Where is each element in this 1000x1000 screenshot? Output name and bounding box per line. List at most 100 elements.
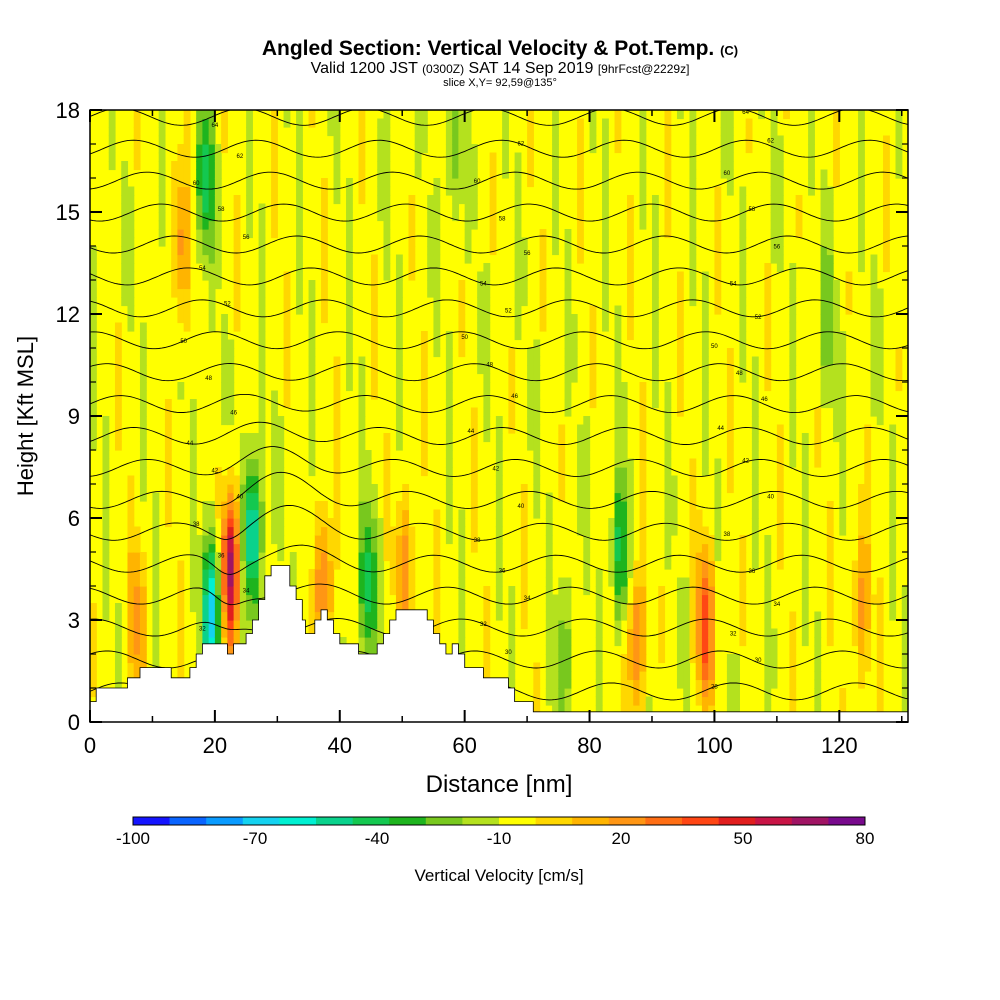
velocity-cell — [789, 416, 797, 426]
velocity-cell — [627, 688, 634, 698]
velocity-cell — [139, 424, 147, 434]
theta-contour-label: 50 — [711, 344, 718, 350]
velocity-cell — [183, 203, 191, 213]
velocity-cell — [639, 654, 647, 664]
velocity-cell — [395, 382, 403, 392]
velocity-cell — [377, 577, 385, 587]
velocity-cell — [533, 705, 541, 715]
velocity-cell — [858, 161, 865, 171]
velocity-cell — [489, 178, 497, 188]
velocity-cell — [321, 560, 328, 570]
velocity-cell — [127, 297, 135, 307]
velocity-cell — [552, 195, 559, 205]
chart-subtitle-valid: Valid 1200 JST (0300Z) SAT 14 Sep 2019 [… — [310, 60, 690, 77]
velocity-cell — [751, 424, 759, 434]
velocity-cell — [139, 492, 147, 502]
velocity-cell — [152, 620, 160, 630]
x-tick-label: 100 — [696, 733, 733, 758]
velocity-cell — [177, 152, 185, 162]
velocity-cell — [639, 611, 647, 621]
velocity-cell — [364, 501, 372, 511]
velocity-cell — [614, 535, 622, 545]
velocity-cell — [826, 212, 834, 222]
velocity-cell — [701, 424, 709, 434]
velocity-cell — [545, 628, 553, 638]
velocity-cell — [395, 518, 403, 528]
velocity-cell — [876, 314, 884, 324]
velocity-cell — [477, 297, 484, 307]
velocity-cell — [826, 552, 834, 562]
velocity-cell — [208, 127, 216, 137]
velocity-cell — [614, 118, 622, 128]
velocity-cell — [826, 569, 834, 579]
velocity-cell — [233, 603, 241, 613]
velocity-cell — [627, 297, 634, 307]
velocity-cell — [333, 484, 341, 494]
velocity-cell — [139, 399, 147, 409]
velocity-cell — [483, 322, 491, 332]
velocity-cell — [214, 280, 222, 290]
velocity-cell — [627, 195, 634, 205]
velocity-cell — [214, 178, 222, 188]
velocity-cell — [358, 501, 366, 511]
velocity-cell — [714, 220, 722, 230]
velocity-cell — [701, 679, 709, 689]
velocity-cell — [801, 441, 809, 451]
velocity-cell — [358, 475, 366, 485]
velocity-cell — [664, 416, 672, 426]
velocity-cell — [789, 450, 797, 460]
velocity-cell — [627, 254, 634, 264]
velocity-cell — [277, 424, 285, 434]
velocity-cell — [889, 501, 897, 511]
velocity-cell — [358, 637, 366, 647]
velocity-cell — [651, 382, 659, 392]
velocity-cell — [814, 705, 822, 715]
velocity-cell — [171, 263, 179, 273]
velocity-cell — [639, 569, 647, 579]
velocity-cell — [271, 110, 278, 120]
velocity-cell — [370, 577, 378, 587]
velocity-cell — [164, 467, 172, 477]
velocity-cell — [739, 314, 747, 324]
velocity-cell — [577, 161, 584, 171]
velocity-cell — [770, 152, 778, 162]
velocity-cell — [545, 688, 553, 698]
velocity-cell — [164, 399, 172, 409]
velocity-cell — [664, 178, 672, 188]
velocity-cell — [239, 543, 247, 553]
velocity-cell — [327, 552, 335, 562]
velocity-cell — [283, 110, 291, 120]
velocity-cell — [346, 356, 353, 366]
velocity-cell — [327, 518, 335, 528]
velocity-cell — [708, 645, 716, 655]
velocity-cell — [483, 373, 491, 383]
velocity-cell — [314, 552, 322, 562]
velocity-cell — [252, 475, 260, 485]
velocity-cell — [502, 152, 509, 162]
velocity-cell — [808, 178, 815, 188]
velocity-cell — [701, 271, 709, 281]
velocity-cell — [708, 637, 716, 647]
velocity-cell — [620, 467, 628, 477]
colorbar-tick-label: -100 — [116, 829, 150, 848]
velocity-cell — [651, 322, 659, 332]
velocity-cell — [826, 220, 834, 230]
velocity-cell — [433, 280, 441, 290]
velocity-cell — [552, 135, 559, 145]
velocity-cell — [801, 475, 809, 485]
velocity-cell — [227, 577, 235, 587]
velocity-cell — [246, 433, 253, 443]
velocity-cell — [233, 220, 241, 230]
velocity-cell — [514, 254, 522, 264]
velocity-cell — [383, 501, 391, 511]
velocity-cell — [495, 501, 503, 511]
velocity-cell — [789, 620, 797, 630]
velocity-cell — [196, 611, 203, 621]
velocity-cell — [602, 254, 609, 264]
colorbar-swatch — [169, 817, 207, 825]
velocity-cell — [377, 203, 385, 213]
velocity-cell — [764, 314, 772, 324]
velocity-cell — [701, 373, 709, 383]
velocity-cell — [433, 212, 441, 222]
velocity-cell — [520, 501, 528, 511]
